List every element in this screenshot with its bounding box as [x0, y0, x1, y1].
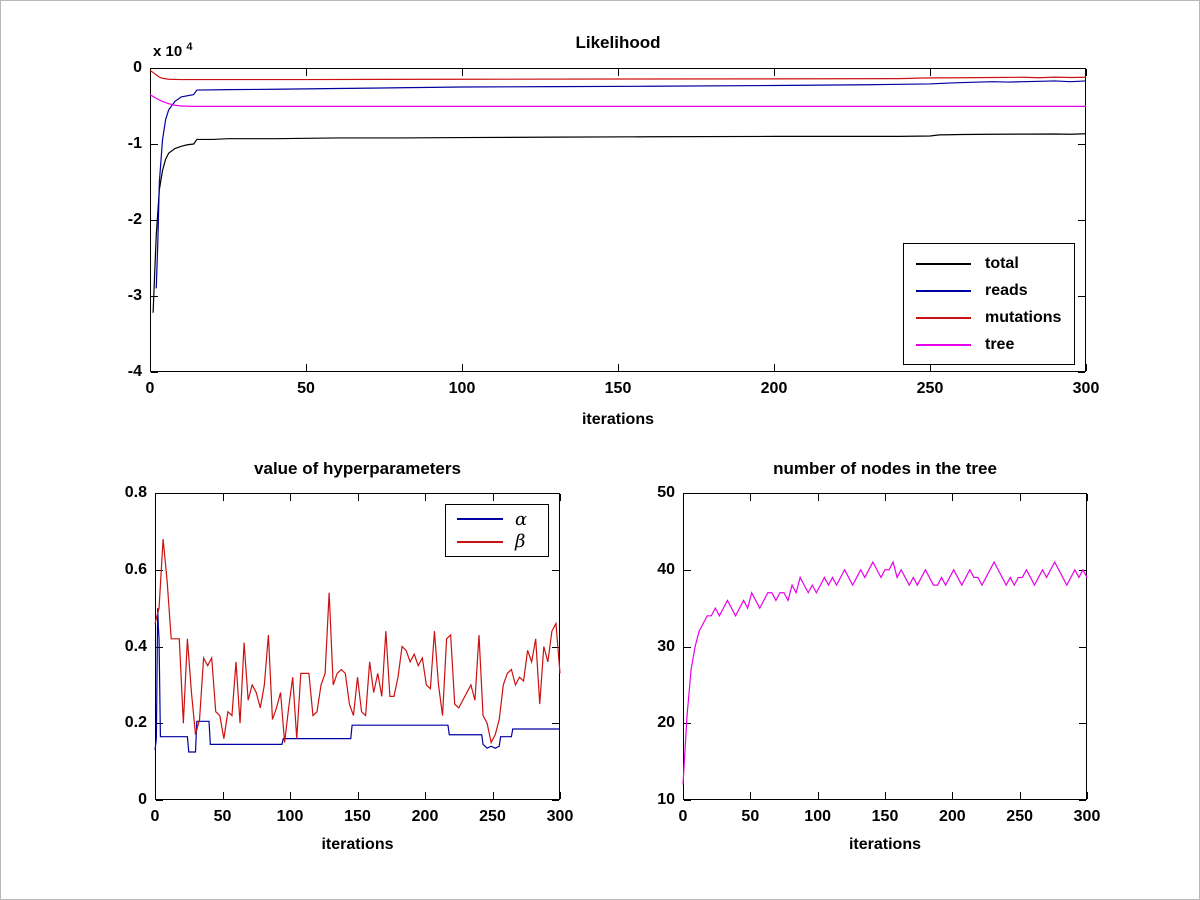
legend-label-reads: reads	[985, 281, 1028, 299]
x-tick-label: 250	[916, 380, 944, 397]
alpha-line-sample	[457, 518, 503, 521]
y-tick-label: 0.2	[124, 714, 147, 732]
x-tick-label: 50	[213, 808, 232, 825]
y-tick-label: -3	[127, 287, 142, 304]
hyperparameters-plot-canvas	[154, 493, 561, 801]
x-tick-label: 0	[678, 808, 688, 825]
x-tick-label: 200	[411, 808, 439, 825]
hyperparameters-plot-title: value of hyperparameters	[254, 459, 461, 478]
likelihood-x-axis-label: iterations	[581, 411, 654, 428]
x-tick-label: 250	[479, 808, 506, 825]
x-tick-label: 300	[1073, 808, 1101, 825]
x-tick-label: 200	[938, 808, 966, 825]
series-mutations	[149, 69, 1087, 81]
legend-entry-reads: reads	[904, 282, 1074, 300]
x-tick-label: 50	[741, 808, 760, 825]
legend-label-tree: tree	[985, 335, 1015, 353]
series-total	[152, 133, 1087, 313]
legend-label-mutations: mutations	[985, 308, 1062, 326]
x-tick-label: 250	[1006, 808, 1033, 825]
beta-line-sample	[457, 540, 503, 543]
tree-line-sample	[916, 343, 971, 346]
mutations-line-sample	[916, 316, 971, 319]
likelihood-plot-canvas	[149, 68, 1087, 373]
legend-label-total: total	[985, 254, 1019, 272]
x-tick-label: 50	[297, 380, 315, 397]
x-tick-label: 100	[804, 808, 831, 825]
y-tick-label: -4	[127, 363, 142, 380]
scale-exponent: 4	[186, 41, 193, 53]
y-axis-scale-label: x 10 4	[153, 41, 193, 60]
y-tick-label: 0	[133, 59, 142, 76]
y-tick-label: -2	[127, 211, 142, 228]
x-tick-label: 200	[760, 380, 788, 397]
y-tick-label: 40	[657, 560, 675, 578]
legend-entry-tree: tree	[904, 336, 1074, 354]
total-line-sample	[916, 262, 971, 265]
legend-label-alpha: α	[515, 508, 528, 530]
legend-entry-beta: β	[446, 531, 548, 552]
legend-entry-mutations: mutations	[904, 309, 1074, 327]
y-tick-label: -1	[127, 135, 142, 152]
x-tick-label: 300	[546, 808, 574, 825]
x-tick-label: 0	[145, 380, 155, 397]
legend-label-beta: β	[515, 531, 526, 553]
y-tick-label: 50	[657, 484, 675, 501]
y-tick-label: 0.6	[124, 560, 147, 578]
series-tree	[149, 94, 1086, 107]
nodes-plot-title: number of nodes in the tree	[773, 459, 997, 478]
y-tick-label: 10	[657, 791, 675, 808]
likelihood-plot-area	[149, 68, 1087, 373]
series-reads	[155, 80, 1087, 289]
hyperparameters-legend: α β	[445, 504, 549, 557]
y-tick-label: 20	[657, 714, 675, 732]
reads-line-sample	[916, 289, 971, 292]
likelihood-legend: total reads mutations tree	[903, 243, 1075, 365]
x-tick-label: 150	[871, 808, 899, 825]
nodes-plot-canvas	[682, 493, 1088, 801]
series-alpha	[154, 608, 560, 753]
x-tick-label: 150	[344, 808, 371, 825]
y-tick-label: 0	[138, 791, 147, 808]
series-beta	[154, 538, 561, 745]
nodes-plot-area	[682, 493, 1088, 801]
legend-entry-total: total	[904, 255, 1074, 273]
x-tick-label: 300	[1072, 380, 1100, 397]
y-tick-label: 0.4	[124, 637, 147, 655]
y-tick-label: 30	[657, 637, 675, 655]
likelihood-plot-title: Likelihood	[575, 33, 661, 52]
x-tick-label: 100	[448, 380, 476, 397]
nodes-x-axis-label: iterations	[848, 836, 921, 853]
x-tick-label: 0	[150, 808, 160, 825]
y-tick-label: 0.8	[124, 484, 147, 501]
x-tick-label: 100	[276, 808, 304, 825]
hyperparameters-x-axis-label: iterations	[321, 836, 394, 853]
hyperparameters-plot-area	[154, 493, 561, 801]
x-tick-label: 150	[604, 380, 632, 397]
legend-entry-alpha: α	[446, 509, 548, 530]
series-nodes	[682, 560, 1088, 785]
